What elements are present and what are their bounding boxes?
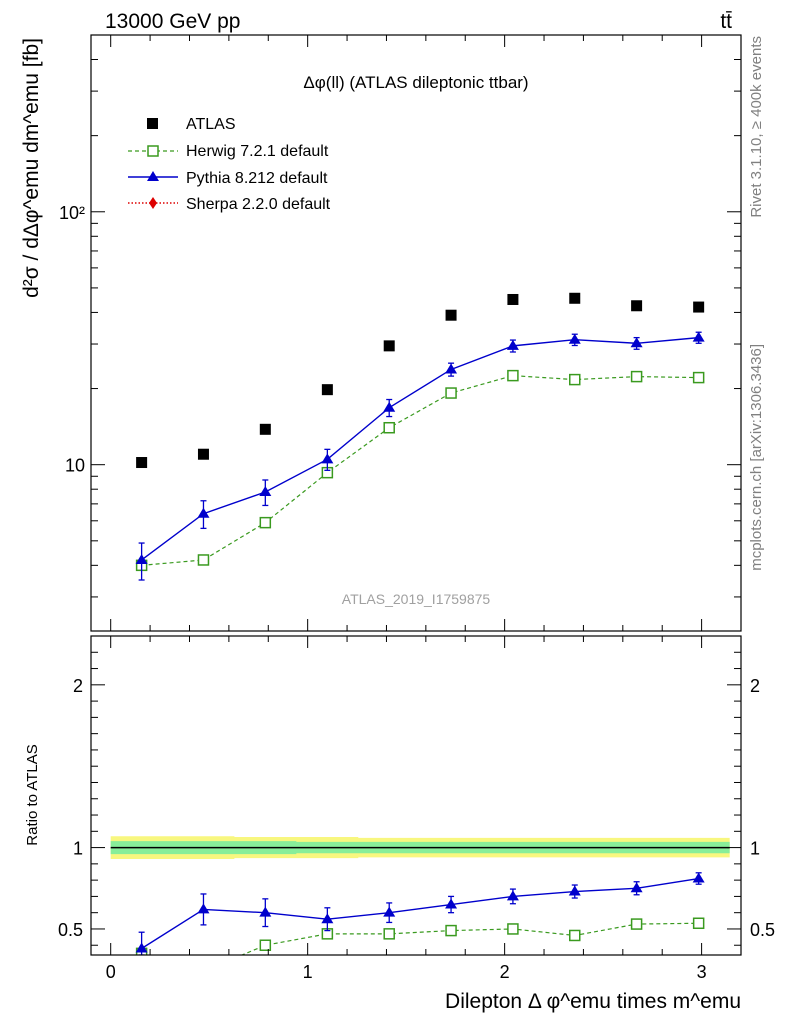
ratio-herwig-point [507,923,519,935]
legend-label-atlas: ATLAS [186,116,236,133]
legend-label-herwig: Herwig 7.2.1 default [186,143,329,160]
legend-marker-herwig [147,145,159,157]
main-pythia-point [445,363,458,374]
ratio-pythia-point [692,872,705,883]
legend-marker-pythia [147,171,159,181]
main-atlas-point [197,448,209,460]
ratio-herwig-point [692,917,705,930]
main-atlas-point [507,293,519,305]
ratio-pythia-point [383,906,396,917]
ratio-pythia-point [568,885,581,896]
main-herwig-point [259,516,272,529]
x-tick-label: 0 [106,962,116,982]
ratio-pythia-point [259,906,272,917]
main-pythia-point [692,331,705,342]
main-herwig-point [692,371,705,384]
main-pythia-point [197,507,210,518]
main-pythia-point [321,453,334,464]
process-label: tt̄ [720,10,732,33]
ratio-pythia-point [630,882,643,893]
legend-marker-sherpa [149,197,157,209]
main-atlas-point [631,300,643,312]
ratio-y-tick-label-right: 1 [750,839,760,859]
main-y-axis-label: d²σ / dΔφ^emu dm^emu [fb] [20,38,43,298]
main-atlas-point [445,309,457,321]
main-herwig-point [197,554,210,566]
ratio-y-tick-label: 1 [73,839,83,859]
main-plot-frame [90,34,742,632]
ratio-panel: 0.5 0.5 1 1 2 2 0 1 2 3 Ratio to ATLAS Dilepton Δ… [24,635,775,1013]
ratio-herwig-line [141,922,699,955]
x-tick-label: 1 [303,962,313,982]
main-pythia-point [568,333,581,344]
ratio-y-tick-label: 2 [73,676,83,696]
main-pythia-point [506,339,519,350]
main-herwig-line [141,375,699,566]
main-atlas-point [569,292,581,304]
x-tick-label: 3 [697,962,707,982]
ratio-plot-frame [90,635,742,956]
x-axis-label: Dilepton Δ φ^emu times m^emu [445,990,741,1013]
ratio-herwig-point [383,928,395,940]
main-pythia-point [383,401,396,412]
energy-label: 13000 GeV pp [105,10,240,33]
main-watermark: ATLAS_2019_I1759875 [342,591,491,607]
legend-marker-atlas [147,118,158,129]
ratio-pythia-line [141,877,699,950]
ratio-herwig-point [630,918,643,930]
ratio-herwig-point [259,939,272,951]
ratio-pythia-point [445,898,458,909]
main-pythia-point [259,485,272,496]
ratio-pythia-point [197,903,210,914]
main-atlas-point [321,384,333,396]
main-atlas-point [693,301,705,313]
main-herwig-point [630,370,643,383]
mcplots-label: mcplots.cern.ch [arXiv:1306.3436] [748,344,765,571]
ratio-pythia-point [506,890,519,901]
ratio-series [110,836,730,955]
ratio-pythia-point [321,913,334,924]
main-herwig-point [383,421,395,434]
ratio-y-axis-label: Ratio to ATLAS [24,744,41,845]
main-atlas-point [383,340,395,352]
ratio-pythia-point [135,942,148,953]
ratio-y-tick-label: 0.5 [58,920,83,940]
legend: ATLAS Herwig 7.2.1 default Pythia 8.212 … [128,116,331,213]
legend-label-sherpa: Sherpa 2.2.0 default [186,196,331,213]
main-y-tick-label: 10 [65,456,85,476]
main-pythia-point [135,553,148,564]
legend-label-pythia: Pythia 8.212 default [186,170,328,187]
ratio-herwig-point [445,924,457,937]
main-panel: 10 10² Δφ(ll) (ATLAS dileptonic ttbar) AT… [20,34,742,632]
main-title: Δφ(ll) (ATLAS dileptonic ttbar) [303,73,528,92]
main-herwig-point [569,373,581,386]
main-atlas-point [259,423,271,435]
main-series [135,292,705,581]
main-y-tick-label: 10² [59,203,85,223]
ratio-y-tick-label-right: 0.5 [750,920,775,940]
main-pythia-line [141,336,699,561]
main-pythia-point [630,337,643,348]
ratio-herwig-point [569,929,581,942]
main-herwig-point [445,387,457,399]
ratio-y-tick-label-right: 2 [750,676,760,696]
main-atlas-point [136,457,148,469]
x-tick-label: 2 [500,962,510,982]
rivet-label: Rivet 3.1.10, ≥ 400k events [748,36,765,218]
main-herwig-point [507,369,519,382]
